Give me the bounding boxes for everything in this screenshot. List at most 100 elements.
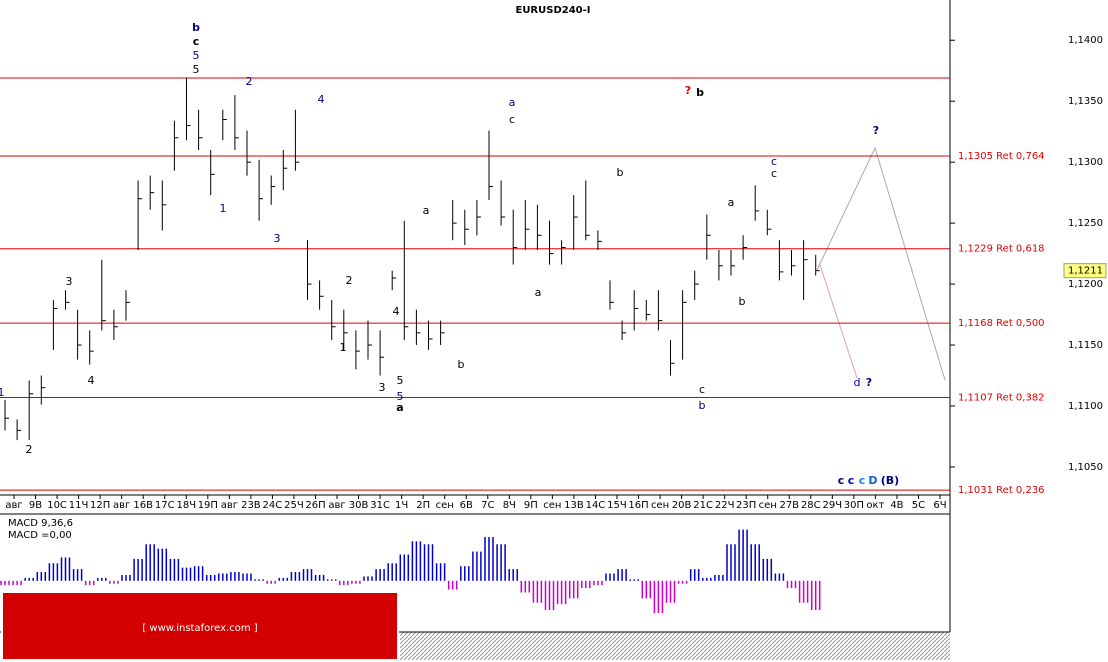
x-tick-label: 10С bbox=[47, 500, 67, 511]
x-tick-label: 14С bbox=[586, 500, 606, 511]
x-tick-label: 28С bbox=[801, 500, 821, 511]
x-tick-label: 20В bbox=[672, 500, 692, 511]
fib-label: 1,1107 Ret 0,382 bbox=[958, 392, 1045, 403]
wave-label: 1 bbox=[220, 202, 227, 215]
price-bar bbox=[16, 419, 22, 441]
price-bar bbox=[621, 320, 627, 341]
wave-label: b bbox=[458, 358, 465, 371]
price-bar bbox=[512, 209, 518, 265]
x-tick-label: 9П bbox=[524, 500, 538, 511]
wave-label: c bbox=[193, 35, 200, 48]
price-bar bbox=[815, 254, 820, 276]
price-bar bbox=[282, 149, 288, 191]
wave-label: c bbox=[771, 167, 777, 180]
price-bar bbox=[186, 78, 191, 141]
price-bar bbox=[149, 175, 155, 210]
wave-label: b bbox=[696, 86, 704, 99]
price-bar bbox=[222, 109, 227, 141]
x-tick-label: 23П bbox=[736, 500, 756, 511]
price-bar bbox=[694, 270, 699, 300]
y-tick-label: 1,1050 bbox=[1068, 462, 1103, 473]
x-tick-label: 1Ч bbox=[395, 500, 408, 511]
price-bar bbox=[585, 180, 590, 241]
forecast-line bbox=[816, 146, 946, 381]
x-tick-label: 4В bbox=[890, 500, 903, 511]
x-tick-label: 27В bbox=[779, 500, 799, 511]
macd-value: MACD =0,00 bbox=[8, 530, 72, 541]
wave-label: c bbox=[848, 474, 855, 487]
forecast-line bbox=[819, 264, 858, 379]
price-bar bbox=[488, 130, 493, 200]
x-tick-label: 31С bbox=[370, 500, 390, 511]
x-tick-label: 9В bbox=[29, 500, 42, 511]
x-tick-label: 16В bbox=[133, 500, 153, 511]
macd-title: MACD 9,36,6 bbox=[8, 518, 73, 529]
x-tick-label: 11Ч bbox=[69, 500, 89, 511]
price-bar bbox=[77, 309, 82, 360]
price-bar bbox=[718, 249, 723, 281]
x-tick-label: сен bbox=[759, 500, 777, 511]
last-price-label: 1,1211 bbox=[1068, 266, 1103, 277]
wave-label: 2 bbox=[26, 443, 33, 456]
x-tick-label: 22Ч bbox=[715, 500, 735, 511]
wave-label: 3 bbox=[274, 232, 281, 245]
price-bar bbox=[803, 240, 808, 300]
price-bar bbox=[428, 320, 433, 350]
price-bar bbox=[270, 175, 276, 205]
wave-label: 1 bbox=[340, 341, 347, 354]
wave-label: c bbox=[771, 155, 777, 168]
wave-label: a bbox=[396, 401, 403, 414]
price-bar bbox=[754, 185, 760, 221]
wave-label: D bbox=[868, 474, 877, 487]
price-bar bbox=[778, 240, 784, 281]
x-tick-label: авг bbox=[328, 500, 345, 511]
price-bar bbox=[597, 230, 602, 250]
x-tick-label: 15Ч bbox=[607, 500, 627, 511]
wave-label: d bbox=[854, 376, 861, 389]
price-bar bbox=[549, 220, 554, 265]
x-tick-label: 8Ч bbox=[503, 500, 516, 511]
price-bar bbox=[198, 109, 203, 150]
price-bar bbox=[730, 249, 735, 276]
wave-label: 5 bbox=[193, 49, 200, 62]
x-tick-label: сен bbox=[543, 500, 561, 511]
price-bar bbox=[355, 330, 360, 370]
wave-label: 5 bbox=[397, 390, 404, 403]
wave-label: ? bbox=[873, 124, 879, 137]
price-bar bbox=[137, 180, 143, 250]
wave-label: b bbox=[617, 166, 624, 179]
x-tick-label: 2П bbox=[416, 500, 430, 511]
wave-label: 5 bbox=[397, 374, 404, 387]
x-tick-label: авг bbox=[221, 500, 238, 511]
wave-label: b bbox=[192, 21, 200, 34]
fib-label: 1,1305 Ret 0,764 bbox=[958, 151, 1045, 162]
y-tick-label: 1,1350 bbox=[1068, 96, 1103, 107]
watermark: [ www.instaforex.com ] bbox=[142, 623, 257, 634]
price-bar bbox=[391, 270, 397, 291]
x-tick-label: 29Ч bbox=[823, 500, 843, 511]
wave-label: ? bbox=[866, 376, 872, 389]
x-tick-label: 26П bbox=[305, 500, 325, 511]
x-tick-label: 6В bbox=[460, 500, 473, 511]
x-tick-label: 12П bbox=[90, 500, 110, 511]
price-bar bbox=[294, 109, 300, 171]
wave-label: b bbox=[739, 295, 746, 308]
x-tick-label: сен bbox=[651, 500, 669, 511]
y-tick-label: 1,1150 bbox=[1068, 340, 1103, 351]
price-bar bbox=[234, 95, 239, 150]
price-bar bbox=[161, 180, 167, 231]
watermark-box bbox=[1, 591, 399, 661]
price-bar bbox=[367, 320, 372, 360]
x-tick-label: 23В bbox=[241, 500, 261, 511]
price-bar bbox=[536, 204, 542, 250]
price-bar bbox=[125, 290, 130, 321]
x-tick-label: 7С bbox=[481, 500, 494, 511]
wave-label: c bbox=[859, 474, 866, 487]
price-bar bbox=[173, 120, 179, 171]
price-bar bbox=[706, 214, 711, 260]
wave-label: c bbox=[838, 474, 845, 487]
price-bar bbox=[742, 235, 748, 260]
price-bar bbox=[379, 330, 385, 376]
